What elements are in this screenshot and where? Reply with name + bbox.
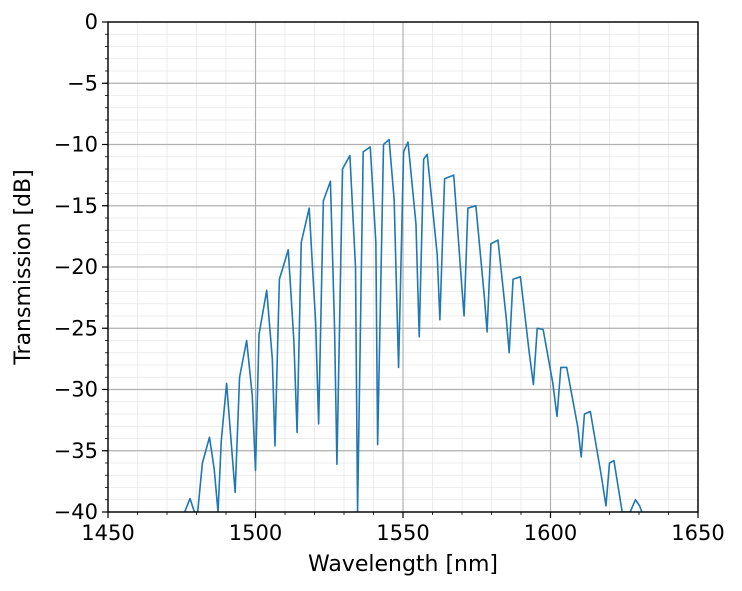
major-grid — [107, 21, 699, 513]
y-tick-label: 0 — [85, 10, 98, 34]
y-tick-label: −35 — [54, 439, 98, 463]
y-tick-label: −10 — [54, 133, 98, 157]
x-tick-label: 1650 — [671, 521, 724, 545]
y-tick-label: −30 — [54, 378, 98, 402]
y-tick-label: −15 — [54, 194, 98, 218]
y-tick-label: −5 — [67, 71, 98, 95]
y-tick-label: −25 — [54, 316, 98, 340]
series-line-0 — [183, 138, 643, 512]
y-tick-labels: 0 −5 −10 −15 −20 −25 −30 −35 −40 — [54, 10, 98, 524]
series-layer — [183, 138, 643, 512]
y-axis-label: Transmission [dB] — [11, 169, 36, 365]
x-tick-label: 1500 — [229, 521, 282, 545]
x-tick-label: 1600 — [524, 521, 577, 545]
x-axis-label: Wavelength [nm] — [308, 552, 498, 577]
y-tick-label: −40 — [54, 500, 98, 524]
x-tick-label: 1450 — [81, 521, 134, 545]
tick-marks — [102, 21, 699, 518]
y-tick-label: −20 — [54, 255, 98, 279]
x-tick-labels: 1450 1500 1550 1600 1650 — [81, 521, 724, 545]
x-tick-label: 1550 — [376, 521, 429, 545]
